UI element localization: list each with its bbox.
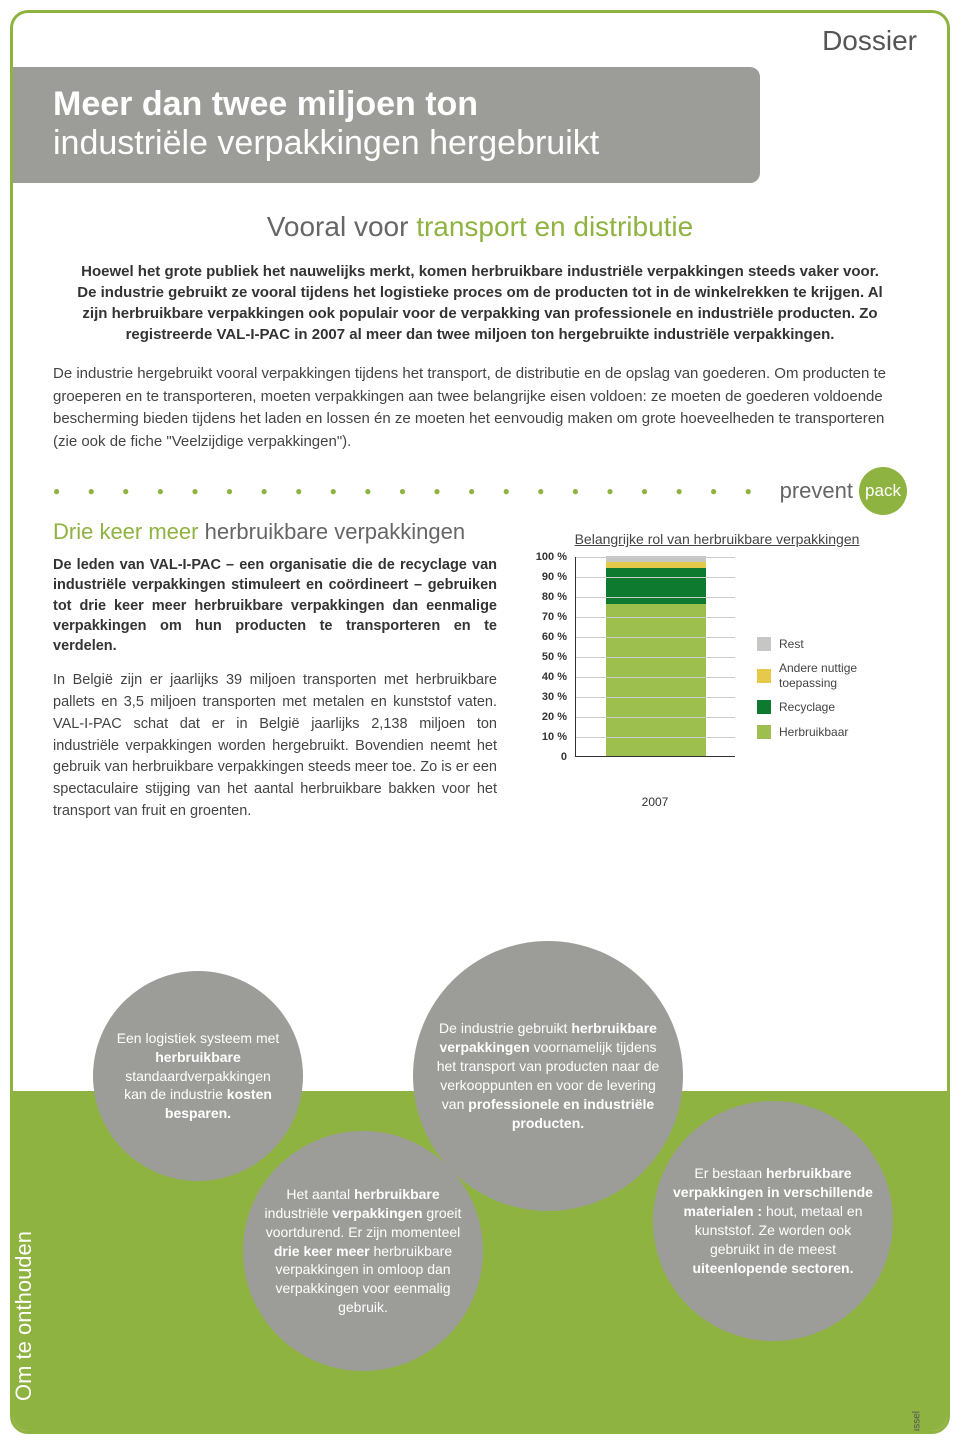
bubble-b3: De industrie gebruikt herbruikbare verpa… bbox=[413, 941, 683, 1211]
y-tick-label: 100 % bbox=[536, 551, 567, 563]
chart-bar bbox=[606, 556, 706, 756]
credit-line1: Editie : december 2008 • V.U. : J. Gooss… bbox=[911, 1411, 925, 1434]
vertical-label-prefix: Om te bbox=[11, 1335, 36, 1401]
legend-item-rest: Rest bbox=[757, 637, 907, 651]
body-paragraph: De industrie hergebruikt vooral verpakki… bbox=[13, 345, 947, 453]
section-light-para: In België zijn er jaarlijks 39 miljoen t… bbox=[53, 670, 497, 822]
legend-label: Recyclage bbox=[779, 700, 835, 714]
credit-line2: Gedrukt op gerecycleerd papier • Niet op… bbox=[925, 1411, 939, 1434]
y-tick-label: 30 % bbox=[542, 691, 567, 703]
section-title-accent: Drie keer meer bbox=[53, 519, 198, 544]
vertical-label: Om te onthouden bbox=[11, 1231, 37, 1401]
grid-line bbox=[576, 577, 735, 578]
divider-row: ● ● ● ● ● ● ● ● ● ● ● ● ● ● ● ● ● ● ● ● … bbox=[13, 453, 947, 519]
y-tick-label: 80 % bbox=[542, 591, 567, 603]
chart-legend: Rest Andere nuttige toepassing Recyclage He… bbox=[757, 557, 907, 749]
y-tick-label: 0 bbox=[561, 751, 567, 763]
grid-line bbox=[576, 737, 735, 738]
title-line1: Meer dan twee miljoen ton bbox=[53, 85, 720, 124]
bubble-text: Het aantal herbruikbare industriële verp… bbox=[263, 1185, 463, 1317]
subtitle: Vooral voor transport en distributie bbox=[13, 211, 947, 243]
legend-item-recyclage: Recyclage bbox=[757, 700, 907, 714]
logo-word2: pack bbox=[859, 467, 907, 515]
dot-divider: ● ● ● ● ● ● ● ● ● ● ● ● ● ● ● ● ● ● ● ● … bbox=[53, 484, 780, 498]
legend-item-andere: Andere nuttige toepassing bbox=[757, 661, 907, 690]
grid-line bbox=[576, 717, 735, 718]
vertical-label-strong: onthouden bbox=[11, 1231, 36, 1335]
legend-swatch bbox=[757, 637, 771, 651]
section-title-rest: herbruikbare verpakkingen bbox=[198, 519, 465, 544]
grid-line bbox=[576, 597, 735, 598]
dossier-label: Dossier bbox=[13, 13, 947, 61]
grid-line bbox=[576, 677, 735, 678]
section-bold-para: De leden van VAL-I-PAC – een organisatie… bbox=[53, 555, 497, 656]
grid-line bbox=[576, 657, 735, 658]
bottom-panel: Om te onthouden Een logistiek systeem me… bbox=[13, 1091, 947, 1431]
bubble-b2: Het aantal herbruikbare industriële verp… bbox=[243, 1131, 483, 1371]
grid-line bbox=[576, 557, 735, 558]
chart-title: Belangrijke rol van herbruikbare verpakk… bbox=[527, 531, 907, 547]
legend-swatch bbox=[757, 725, 771, 739]
logo-word1: prevent bbox=[780, 478, 853, 504]
y-axis-labels: 010 %20 %30 %40 %50 %60 %70 %80 %90 %100… bbox=[527, 557, 573, 757]
preventpack-logo: prevent pack bbox=[780, 467, 907, 515]
y-tick-label: 20 % bbox=[542, 711, 567, 723]
grid-line bbox=[576, 617, 735, 618]
intro-paragraph: Hoewel het grote publiek het nauwelijks … bbox=[13, 261, 947, 345]
legend-label: Andere nuttige toepassing bbox=[779, 661, 907, 690]
stacked-bar-chart: 010 %20 %30 %40 %50 %60 %70 %80 %90 %100… bbox=[527, 557, 747, 787]
bubble-text: Er bestaan herbruikbare verpakkingen in … bbox=[673, 1164, 873, 1277]
side-credit: Editie : december 2008 • V.U. : J. Gooss… bbox=[911, 1411, 939, 1434]
bubble-text: De industrie gebruikt herbruikbare verpa… bbox=[433, 1019, 663, 1132]
chart-plot bbox=[575, 557, 735, 757]
bar-segment-recyclage bbox=[606, 568, 706, 604]
y-tick-label: 10 % bbox=[542, 731, 567, 743]
y-tick-label: 40 % bbox=[542, 671, 567, 683]
page: Dossier Meer dan twee miljoen ton indust… bbox=[10, 10, 950, 1434]
legend-swatch bbox=[757, 700, 771, 714]
title-line2: industriële verpakkingen hergebruikt bbox=[53, 124, 720, 163]
y-tick-label: 60 % bbox=[542, 631, 567, 643]
title-block: Meer dan twee miljoen ton industriële ve… bbox=[13, 67, 760, 183]
y-tick-label: 50 % bbox=[542, 651, 567, 663]
x-axis-label: 2007 bbox=[575, 795, 735, 809]
subtitle-prefix: Vooral voor bbox=[267, 211, 416, 242]
legend-label: Herbruikbaar bbox=[779, 725, 848, 739]
right-column: Belangrijke rol van herbruikbare verpakk… bbox=[527, 519, 907, 823]
bubble-b4: Er bestaan herbruikbare verpakkingen in … bbox=[653, 1101, 893, 1341]
two-column-section: Drie keer meer herbruikbare verpakkingen… bbox=[13, 519, 947, 823]
bubble-b1: Een logistiek systeem met herbruikbare s… bbox=[93, 971, 303, 1181]
grid-line bbox=[576, 637, 735, 638]
y-tick-label: 70 % bbox=[542, 611, 567, 623]
bar-segment-herbruikbaar bbox=[606, 604, 706, 756]
chart-area: 010 %20 %30 %40 %50 %60 %70 %80 %90 %100… bbox=[527, 557, 907, 787]
legend-swatch bbox=[757, 669, 771, 683]
grid-line bbox=[576, 697, 735, 698]
subtitle-accent: transport en distributie bbox=[416, 211, 693, 242]
left-column: Drie keer meer herbruikbare verpakkingen… bbox=[53, 519, 497, 823]
legend-item-herbruikbaar: Herbruikbaar bbox=[757, 725, 907, 739]
y-tick-label: 90 % bbox=[542, 571, 567, 583]
section-title: Drie keer meer herbruikbare verpakkingen bbox=[53, 519, 497, 545]
bubble-text: Een logistiek systeem met herbruikbare s… bbox=[113, 1029, 283, 1123]
legend-label: Rest bbox=[779, 637, 804, 651]
